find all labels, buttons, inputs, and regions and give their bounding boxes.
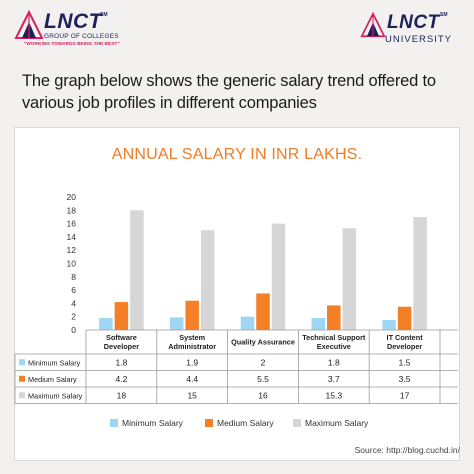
bar-medium-salary (256, 293, 270, 330)
right-logo-mark: SM (440, 12, 448, 18)
left-logo-brand: LNCT (44, 10, 102, 33)
bar-maximum-salary (342, 228, 357, 330)
bar-maximum-salary (200, 230, 215, 330)
legend-key-swatch (19, 375, 25, 382)
bar-medium-salary (397, 306, 412, 330)
legend-key-swatch (19, 359, 25, 366)
data-label: 18 (117, 390, 127, 400)
table-row-label: Maximum Salary (28, 391, 83, 400)
y-tick-label: 2 (71, 312, 76, 322)
legend-key-swatch (19, 392, 25, 399)
y-tick-label: 10 (67, 259, 77, 269)
data-label: 3.7 (328, 374, 340, 384)
data-label: 2 (261, 357, 266, 367)
category-label: Technical Support Executive (302, 333, 366, 351)
chart-card (14, 127, 460, 461)
bar-maximum-salary (271, 223, 286, 330)
lnct-triangle-icon (360, 12, 386, 38)
data-label: 15.3 (326, 390, 343, 400)
y-tick-label: 6 (71, 285, 76, 295)
data-label: 1.9 (186, 357, 198, 367)
y-tick-label: 0 (71, 325, 76, 335)
bar-medium-salary (327, 305, 341, 330)
category-label: System Administrator (168, 333, 216, 351)
bar-minimum-salary (169, 317, 184, 330)
category-label: Software Developer (104, 333, 139, 351)
y-tick-label: 4 (71, 298, 76, 308)
legend-label: Medium Salary (217, 418, 274, 428)
y-tick-label: 16 (67, 219, 77, 229)
right-logo-subtitle: UNIVERSITY (385, 34, 453, 45)
data-label: 3.5 (399, 374, 411, 384)
bar-maximum-salary (413, 216, 427, 330)
left-logo-mark: SM (100, 12, 108, 18)
legend-swatch (110, 419, 118, 427)
data-label: 5.5 (257, 374, 269, 384)
lnct-university-logo: LNCT SM UNIVERSITY (360, 12, 460, 54)
headline: The graph below shows the generic salary… (22, 72, 436, 112)
bar-maximum-salary (130, 210, 144, 330)
legend-swatch (293, 419, 301, 427)
source-credit: Source: http://blog.cuchd.in/ (354, 445, 460, 455)
left-logo-tagline: "WORKING TOWARDS BEING THE BEST" (24, 42, 120, 47)
y-tick-label: 20 (67, 192, 77, 202)
bar-medium-salary (114, 302, 129, 330)
lnct-triangle-icon (14, 10, 44, 39)
y-tick-label: 12 (67, 245, 77, 255)
data-label: 4.2 (115, 374, 127, 384)
table-row-label: Minimum Salary (28, 358, 81, 367)
bar-minimum-salary (382, 320, 396, 330)
bar-medium-salary (185, 300, 199, 330)
data-label: 1.5 (399, 357, 411, 367)
bar-minimum-salary (311, 318, 326, 330)
data-label: 16 (258, 390, 268, 400)
table-row-label: Medium Salary (28, 375, 77, 384)
data-label: 1.8 (115, 357, 127, 367)
data-label: 15 (187, 390, 197, 400)
data-label: 1.8 (328, 357, 340, 367)
left-logo-subtitle: GROUP OF COLLEGES (44, 33, 119, 40)
right-logo-brand: LNCT (387, 12, 440, 33)
y-tick-label: 8 (71, 272, 76, 282)
legend-swatch (205, 419, 213, 427)
bar-minimum-salary (99, 318, 113, 330)
chart-title: ANNUAL SALARY IN INR LAKHS. (111, 146, 363, 163)
y-tick-label: 14 (67, 232, 77, 242)
bar-minimum-salary (240, 316, 255, 330)
lnct-group-logo: LNCT SM GROUP OF COLLEGES "WORKING TOWAR… (14, 10, 154, 54)
legend-label: Minimum Salary (122, 418, 184, 428)
data-label: 4.4 (186, 374, 198, 384)
category-label: IT Content Developer (387, 333, 424, 351)
legend-label: Maximum Salary (305, 418, 369, 428)
data-label: 17 (400, 390, 410, 400)
category-label: Quality Assurance (231, 338, 295, 347)
y-tick-label: 18 (67, 205, 77, 215)
